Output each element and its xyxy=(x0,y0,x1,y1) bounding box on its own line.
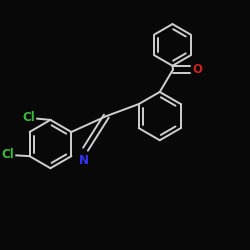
Text: Cl: Cl xyxy=(22,112,35,124)
Text: N: N xyxy=(79,154,89,167)
Text: O: O xyxy=(193,63,203,76)
Text: Cl: Cl xyxy=(1,148,14,161)
